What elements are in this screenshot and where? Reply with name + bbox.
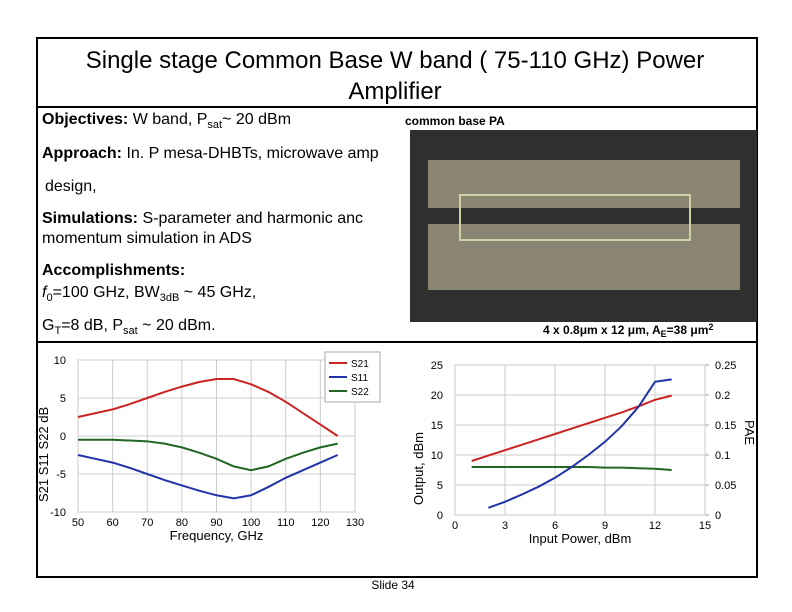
legend-label: S11 — [351, 373, 368, 384]
y2-axis-label: PAE — [742, 420, 757, 445]
y-tick-label: 25 — [431, 360, 443, 372]
label: Objectives: — [42, 111, 128, 128]
x-tick-label: 120 — [311, 517, 329, 529]
y-tick-label: -10 — [50, 507, 66, 519]
text: =100 GHz, BW — [53, 284, 161, 301]
text: ~ 20 dBm. — [138, 317, 216, 334]
x-axis-label: Input Power, dBm — [529, 531, 632, 546]
y-tick-label: 15 — [431, 420, 443, 432]
y2-tick-label: 0.1 — [715, 450, 730, 462]
sub: E — [661, 329, 667, 339]
text: =8 dB, P — [61, 317, 123, 334]
y-tick-label: 5 — [437, 480, 443, 492]
data-line — [78, 438, 338, 472]
y-tick-label: 10 — [431, 450, 443, 462]
x-tick-label: 60 — [107, 517, 119, 529]
legend-label: S21 — [351, 359, 369, 370]
y-tick-label: 0 — [60, 431, 66, 443]
simulations: Simulations: S-parameter and harmonic an… — [42, 210, 363, 227]
approach: Approach: In. P mesa-DHBTs, microwave am… — [42, 145, 379, 162]
chip-die — [428, 160, 740, 290]
image-caption: 4 x 0.8μm x 12 μm, AE=38 μm2 — [543, 322, 713, 339]
sub: T — [54, 325, 61, 337]
text: =38 μm — [667, 323, 709, 337]
text: ~ 45 GHz, — [179, 284, 256, 301]
approach: design, — [45, 178, 97, 195]
text: ~ 20 dBm — [222, 111, 291, 128]
x-tick-label: 6 — [552, 520, 558, 532]
accomplishments: GT=8 dB, Psat ~ 20 dBm. — [42, 317, 216, 337]
sup: 2 — [708, 322, 713, 332]
data-line — [77, 454, 339, 500]
x-tick-label: 12 — [649, 520, 661, 532]
chip-circuit — [459, 194, 691, 241]
x-tick-label: 100 — [242, 517, 260, 529]
label: Simulations: — [42, 210, 138, 227]
accomplishments: Accomplishments: — [42, 262, 185, 279]
x-tick-label: 9 — [602, 520, 608, 532]
legend-box — [324, 351, 381, 403]
sub: 0 — [46, 292, 52, 304]
y-axis-label: Output, dBm — [411, 432, 426, 505]
y2-tick-label: 0.25 — [715, 360, 736, 372]
data-line — [487, 378, 672, 509]
legend-label: S22 — [351, 387, 369, 398]
y-tick-label: 20 — [431, 390, 443, 402]
y2-tick-label: 0 — [715, 510, 721, 522]
slide-number: Slide 34 — [371, 578, 415, 592]
x-tick-label: 15 — [699, 520, 711, 532]
x-tick-label: 50 — [72, 517, 84, 529]
x-tick-label: 70 — [141, 517, 153, 529]
x-tick-label: 0 — [452, 520, 458, 532]
simulations: momentum simulation in ADS — [42, 230, 252, 247]
title: Single stage Common Base W band ( 75-110… — [86, 47, 705, 74]
y2-tick-label: 0.2 — [715, 390, 730, 402]
x-tick-label: 110 — [277, 517, 295, 529]
sub: sat — [123, 325, 138, 337]
y2-tick-label: 0.15 — [715, 420, 736, 432]
sub: sat — [207, 119, 222, 131]
data-line — [77, 378, 339, 437]
text: In. P mesa-DHBTs, microwave amp — [122, 145, 379, 162]
label: Approach: — [42, 145, 122, 162]
x-tick-label: 130 — [346, 517, 364, 529]
y-tick-label: 0 — [437, 510, 443, 522]
caption: common base PA — [405, 114, 505, 128]
plot-area — [454, 364, 706, 516]
title: Amplifier — [348, 78, 441, 105]
chip-line — [418, 208, 748, 224]
y-tick-label: 5 — [60, 393, 66, 405]
y2-tick-label: 0.05 — [715, 480, 736, 492]
text: W band, P — [128, 111, 207, 128]
x-tick-label: 3 — [502, 520, 508, 532]
x-tick-label: 90 — [210, 517, 222, 529]
accomplishments: f0=100 GHz, BW3dB ~ 45 GHz, — [42, 284, 256, 304]
y-tick-label: 10 — [54, 355, 66, 367]
sub: 3dB — [160, 292, 180, 304]
text: G — [42, 317, 54, 334]
y-axis-label: S21 S11 S22 dB — [36, 407, 51, 502]
text: 4 x 0.8μm x 12 μm, A — [543, 323, 661, 337]
x-axis-label: Frequency, GHz — [170, 528, 264, 543]
text: S-parameter and harmonic anc — [138, 210, 363, 227]
y-tick-label: -5 — [56, 469, 66, 481]
x-tick-label: 80 — [176, 517, 188, 529]
text: f — [42, 284, 48, 301]
objectives: Objectives: W band, Psat~ 20 dBm — [42, 111, 291, 131]
